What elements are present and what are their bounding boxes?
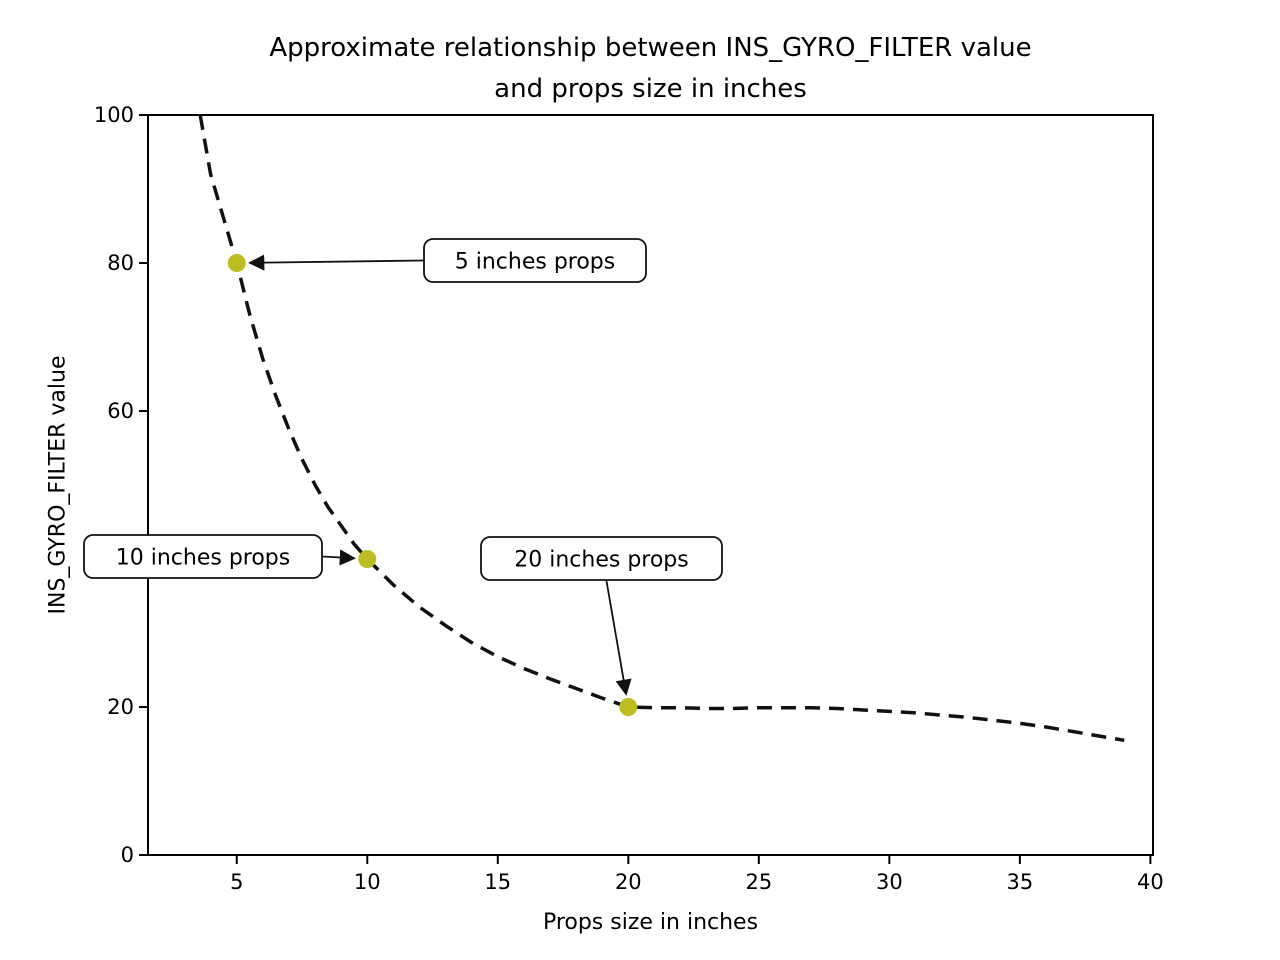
annotation-arrow: [248, 254, 425, 271]
x-tick-label: 35: [1007, 870, 1034, 894]
annotation-arrow: [321, 549, 356, 566]
annotation-label: 5 inches props: [455, 250, 616, 275]
x-tick-label: 20: [615, 870, 642, 894]
x-tick-label: 30: [876, 870, 903, 894]
chart-title: Approximate relationship between INS_GYR…: [148, 28, 1153, 110]
x-tick-label: 10: [354, 870, 381, 894]
annotation-label: 10 inches props: [116, 546, 291, 571]
y-tick-label: 100: [94, 103, 134, 127]
annotation-box: [480, 536, 723, 581]
x-tick-label: 25: [745, 870, 772, 894]
x-axis-label: Props size in inches: [542, 910, 759, 935]
y-tick-label: 80: [107, 251, 134, 275]
curve-line: [198, 114, 1125, 743]
annotation-label: 20 inches props: [514, 548, 689, 573]
annotation-box: [83, 534, 323, 579]
data-point: [358, 550, 377, 568]
chart-title-line2: and props size in inches: [494, 74, 807, 104]
chart-title-line1: Approximate relationship between INS_GYR…: [269, 33, 1032, 63]
x-tick-label: 40: [1137, 870, 1164, 894]
x-tick-label: 15: [484, 870, 511, 894]
y-axis-label: INS_GYRO_FILTER value: [45, 355, 71, 615]
annotation-arrow: [605, 579, 632, 696]
data-point: [227, 254, 246, 272]
y-tick-label: 60: [107, 399, 134, 423]
annotation-box: [423, 238, 647, 283]
x-tick-label: 5: [230, 870, 243, 894]
y-tick-label: 20: [107, 695, 134, 719]
axes-frame: [147, 114, 1154, 856]
y-tick-label: 0: [121, 843, 134, 867]
data-point: [619, 698, 638, 716]
